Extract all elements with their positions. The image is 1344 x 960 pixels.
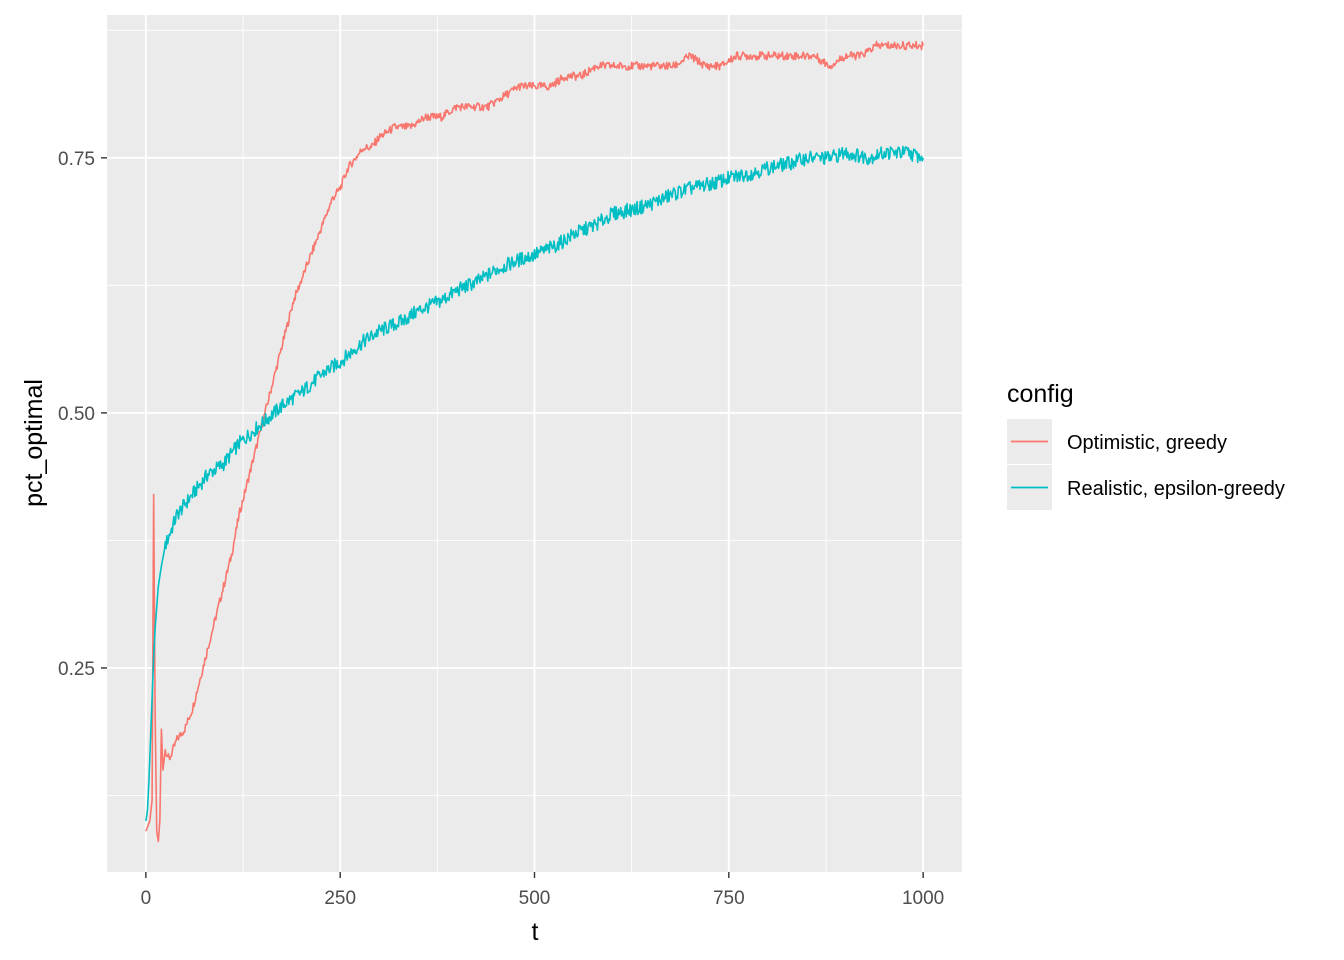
legend-label: Optimistic, greedy (1067, 432, 1227, 454)
x-tick-label: 750 (713, 888, 745, 909)
x-axis-title: t (532, 918, 539, 946)
series-line-1 (145, 40, 924, 843)
y-tick-label: 0.50 (58, 404, 95, 425)
legend-items: Optimistic, greedy Realistic, epsilon-gre… (1007, 419, 1285, 510)
legend-title: config (1007, 380, 1074, 408)
x-tick-label: 1000 (902, 888, 944, 909)
y-axis: 0.25 0.50 0.75 (58, 149, 107, 680)
x-tick-label: 250 (324, 888, 356, 909)
series-line-2 (145, 145, 924, 822)
series-layer (145, 40, 924, 843)
x-axis: 0 250 500 750 1000 (141, 872, 944, 909)
major-gridlines (107, 15, 962, 872)
legend-label: Realistic, epsilon-greedy (1067, 478, 1285, 500)
y-axis-title: pct_optimal (20, 379, 48, 507)
y-tick-label: 0.25 (58, 659, 95, 680)
legend: config Optimistic, greedy Realistic, epsi… (1007, 380, 1285, 510)
y-tick-label: 0.75 (58, 149, 95, 170)
x-tick-label: 500 (519, 888, 551, 909)
x-tick-label: 0 (141, 888, 152, 909)
